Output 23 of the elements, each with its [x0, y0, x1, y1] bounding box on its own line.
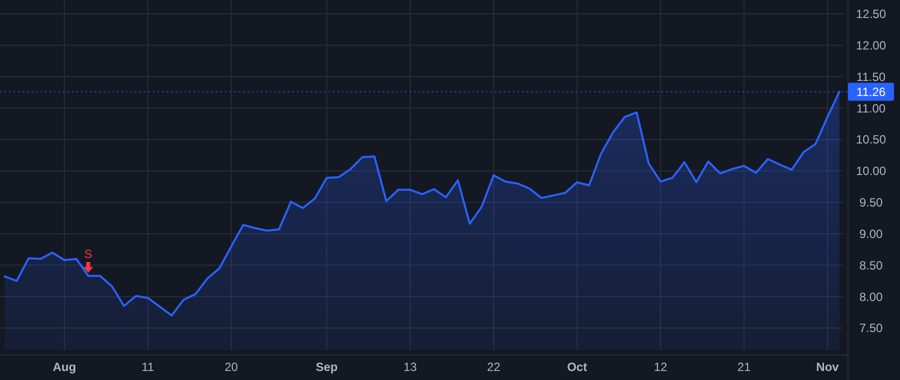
ref-line-label: 11.26 [856, 84, 886, 99]
x-tick-label: 22 [486, 360, 501, 374]
y-tick-label: 8.50 [859, 258, 883, 272]
x-tick-label: Oct [567, 360, 588, 374]
y-tick-label: 9.00 [859, 226, 883, 241]
y-tick-label: 12.00 [856, 38, 886, 52]
x-tick-label: Sep [316, 360, 338, 374]
x-tick-label: 21 [737, 360, 752, 374]
x-tick-label: 12 [654, 360, 668, 374]
y-tick-label: 9.50 [859, 196, 883, 210]
y-tick-label: 7.50 [859, 321, 883, 336]
y-tick-label: 11.50 [856, 70, 886, 84]
y-tick-label: 12.50 [856, 7, 886, 22]
y-tick-label: 11.00 [856, 101, 886, 116]
x-tick-label: Aug [52, 360, 76, 374]
x-tick-label: 20 [224, 360, 238, 374]
x-tick-label: Nov [816, 360, 840, 374]
y-tick-label: 8.00 [859, 290, 883, 304]
annotation: S [84, 246, 92, 261]
x-tick-label: 11 [142, 360, 154, 374]
x-tick-label: 13 [403, 360, 418, 374]
y-tick-label: 10.00 [856, 164, 886, 178]
y-tick-label: 10.50 [856, 132, 886, 147]
